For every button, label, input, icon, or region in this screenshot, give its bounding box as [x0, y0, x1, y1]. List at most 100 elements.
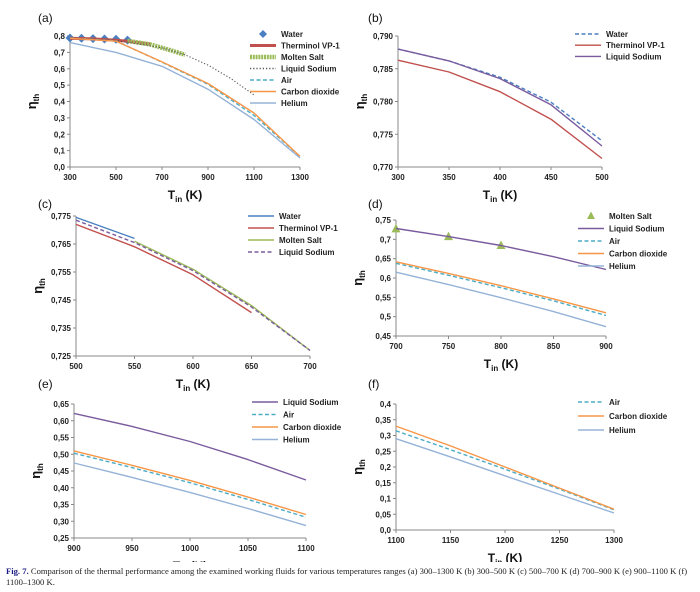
panel-a-x-tick-label: 1300	[291, 173, 309, 182]
panel-d-series-liquid-sodium	[395, 227, 607, 271]
panel-f-y-tick-label: 0,05	[375, 510, 391, 519]
panel-f-legend-entry-air: Air	[578, 398, 620, 407]
panel-d-label: (d)	[368, 197, 383, 211]
panel-f-y-tick-label: 0,35	[375, 416, 391, 425]
legend-label: Molten Salt	[609, 212, 652, 221]
panel-d-y-tick-label: 0,65	[375, 255, 391, 264]
panel-a-label: (a)	[38, 11, 53, 25]
legend-label: Air	[609, 237, 620, 246]
panel-a-x-tick-label: 1100	[245, 173, 263, 182]
panel-b-y-tick-label: 0,775	[373, 130, 394, 139]
panel-f-y-tick-label: 0,2	[380, 463, 392, 472]
legend-label: Carbon dioxide	[281, 88, 340, 97]
panel-b-legend-entry-water: Water	[575, 30, 628, 39]
panel-b-y-tick-label: 0,780	[373, 98, 394, 107]
panel-a-series-water	[65, 33, 132, 45]
panel-e-y-tick-label: 0,35	[53, 501, 69, 510]
panel-c-y-tick-label: 0,735	[51, 324, 72, 333]
panel-a-y-tick-label: 0,6	[54, 65, 66, 74]
panel-d-y-tick-label: 0,7	[380, 235, 392, 244]
panel-f-x-tick-label: 1200	[496, 536, 514, 545]
panel-b-x-tick-label: 300	[391, 173, 405, 182]
panel-f-x-tick-label: 1300	[605, 536, 623, 545]
panel-d-y-axis-title: ηth	[350, 270, 367, 286]
panel-e-series-carbon-dioxide	[73, 450, 307, 516]
panel-a-y-tick-label: 0,1	[54, 147, 66, 156]
panel-a-y-tick-label: 0,5	[54, 81, 66, 90]
panel-f-label: (f)	[368, 377, 379, 391]
chart-panel-e: (e) 0,25 0,30 0,35 0,40 0,45 0,50 0,55 0,60 0,65 9…	[28, 377, 342, 562]
panel-d-series-carbon-dioxide	[395, 261, 607, 314]
panel-b-series-liquid-sodium	[397, 48, 603, 147]
panel-d-y-tick-label: 0,5	[380, 313, 392, 322]
panel-f-y-axis-title: ηth	[350, 459, 367, 475]
panel-c-legend-entry-liquid-sodium: Liquid Sodium	[248, 248, 335, 257]
panel-d-y-tick-label: 0,55	[375, 293, 391, 302]
panel-e-y-tick-label: 0,45	[53, 467, 69, 476]
panel-e-y-axis-title: ηth	[28, 463, 45, 479]
panel-f-y-tick-label: 0,0	[380, 526, 392, 535]
panel-a-x-tick-label: 300	[63, 173, 77, 182]
panel-d-x-tick-label: 850	[547, 342, 561, 351]
panel-a-legend-entry-therminol-vp-1: Therminol VP-1	[250, 42, 340, 51]
panel-d-legend-entry-air: Air	[578, 237, 620, 246]
caption-text: Comparison of the thermal performance am…	[6, 566, 688, 587]
panel-c-x-tick-label: 500	[69, 362, 83, 371]
legend-label: Carbon dioxide	[609, 250, 668, 259]
panel-f-y-tick-label: 0,25	[375, 447, 391, 456]
panel-b-y-axis-title: ηth	[352, 94, 369, 110]
panel-e-y-tick-label: 0,60	[53, 417, 69, 426]
legend-marker	[259, 30, 267, 38]
panel-b-legend-entry-liquid-sodium: Liquid Sodium	[575, 52, 662, 61]
chart-panel-c: (c) 0,725 0,735 0,745 0,755 0,765 0,775 500 550 6…	[30, 197, 338, 393]
chart-panel-a: (a) 0,0 0,1 0,2 0,3 0,4 0,5 0,6 0,7 0,8 300 500 700 9…	[24, 11, 340, 204]
panel-e-x-tick-label: 900	[67, 544, 81, 553]
panel-f-legend-entry-carbon-dioxide: Carbon dioxide	[578, 412, 668, 421]
legend-label: Helium	[609, 262, 636, 271]
panel-e-x-tick-label: 1100	[297, 544, 315, 553]
legend-label: Molten Salt	[279, 236, 322, 245]
panel-a-series-helium	[69, 41, 301, 159]
panel-b-series-therminol-vp-1	[397, 59, 603, 160]
panel-b-label: (b)	[368, 11, 383, 25]
panel-a-y-tick-label: 0,0	[54, 163, 66, 172]
panel-a-series-water-point	[65, 33, 75, 43]
panel-b-y-tick-label: 0,790	[373, 32, 394, 41]
panel-a-x-tick-label: 900	[201, 173, 215, 182]
panel-f-y-tick-label: 0,15	[375, 479, 391, 488]
panel-f-y-tick-label: 0,4	[380, 400, 392, 409]
panel-d-x-tick-label: 900	[599, 342, 613, 351]
panel-e-legend-entry-carbon-dioxide: Carbon dioxide	[252, 423, 342, 432]
legend-label: Liquid Sodium	[606, 52, 662, 61]
panel-b-x-tick-label: 350	[442, 173, 456, 182]
chart-panel-b: (b) 0,770 0,775 0,780 0,785 0,790 300 350 400 450…	[352, 11, 665, 204]
panel-c-x-tick-label: 650	[245, 362, 259, 371]
panel-d-series-molten-salt-point	[496, 240, 506, 250]
panel-c-legend-entry-water: Water	[248, 212, 301, 221]
panel-e-legend-entry-helium: Helium	[252, 436, 310, 445]
panel-d-x-axis-title: Tin (K)	[484, 357, 518, 373]
panel-b-series-water	[397, 48, 603, 142]
panel-b-y-tick-label: 0,785	[373, 65, 394, 74]
panel-c-series-molten-salt	[134, 240, 311, 351]
legend-label: Liquid Sodium	[283, 398, 339, 407]
legend-label: Water	[279, 212, 301, 221]
panel-c-y-axis-title: ηth	[30, 278, 47, 294]
panel-a-legend-entry-carbon-dioxide: Carbon dioxide	[250, 88, 340, 97]
caption-label: Fig. 7.	[6, 566, 29, 576]
panel-f-x-tick-label: 1100	[387, 536, 405, 545]
panel-a-x-tick-label: 500	[109, 173, 123, 182]
chart-panel-f: (f) 0,0 0,05 0,1 0,15 0,2 0,25 0,3 0,35 0,4 1100 11…	[350, 377, 668, 562]
legend-label: Carbon dioxide	[283, 423, 342, 432]
panel-e-legend-entry-air: Air	[252, 411, 294, 420]
panel-f-legend-entry-helium: Helium	[578, 426, 636, 435]
legend-label: Therminol VP-1	[281, 42, 340, 51]
panel-f-series-helium	[395, 438, 615, 514]
panel-a-x-tick-label: 700	[155, 173, 169, 182]
panel-e-x-axis-title: Tin (K)	[173, 559, 207, 562]
panel-c-legend-entry-therminol-vp-1: Therminol VP-1	[248, 224, 338, 233]
figure-canvas: (a) 0,0 0,1 0,2 0,3 0,4 0,5 0,6 0,7 0,8 300 500 700 9…	[24, 11, 668, 562]
panel-f-y-tick-label: 0,1	[380, 495, 392, 504]
panel-c-y-tick-label: 0,725	[51, 352, 72, 361]
panel-a-y-tick-label: 0,8	[54, 32, 66, 41]
